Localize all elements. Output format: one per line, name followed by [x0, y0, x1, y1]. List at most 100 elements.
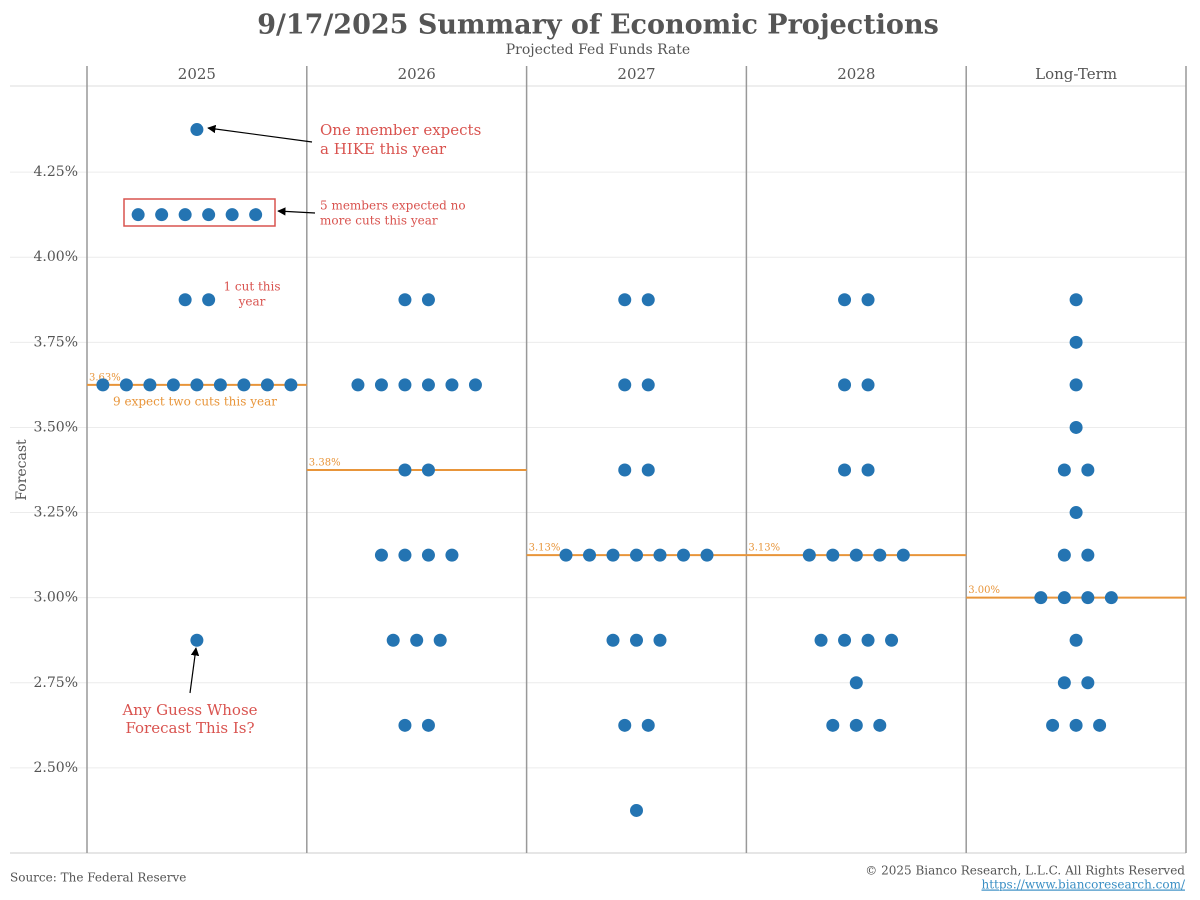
dot	[445, 378, 459, 392]
panel-header: 2027	[617, 65, 655, 83]
annotation-arrow	[189, 647, 200, 694]
dot	[386, 633, 400, 647]
annotation-arrow	[277, 207, 316, 216]
dot	[143, 378, 157, 392]
median-label: 3.38%	[309, 458, 341, 469]
dot	[190, 123, 204, 137]
dot	[421, 718, 435, 732]
dot	[885, 633, 899, 647]
dot	[1057, 463, 1071, 477]
dot	[155, 208, 169, 222]
annotation: 9 expect two cuts this year	[113, 395, 277, 409]
dot	[814, 633, 828, 647]
dot	[802, 548, 816, 562]
dot	[178, 208, 192, 222]
dot	[225, 208, 239, 222]
y-tick-label: 3.50%	[34, 419, 78, 435]
y-tick-label: 4.00%	[34, 249, 78, 265]
annotation: One member expects	[320, 121, 481, 139]
dot	[1093, 718, 1107, 732]
annotation: a HIKE this year	[320, 140, 447, 158]
dot	[653, 548, 667, 562]
dot	[861, 378, 875, 392]
dot	[178, 293, 192, 307]
dot	[606, 633, 620, 647]
dot	[468, 378, 482, 392]
copyright: © 2025 Bianco Research, L.L.C. All Right…	[865, 864, 1185, 878]
annotation: 5 members expected no	[320, 199, 466, 213]
dot	[213, 378, 227, 392]
dot	[873, 718, 887, 732]
dot	[630, 548, 643, 562]
median-label: 3.63%	[89, 372, 121, 383]
median-label: 3.00%	[968, 585, 1000, 596]
dot	[1069, 506, 1083, 520]
dot	[1034, 591, 1048, 605]
dot	[838, 378, 852, 392]
dot	[398, 463, 412, 477]
y-tick-label: 3.75%	[34, 334, 78, 350]
dot	[849, 548, 863, 562]
annotation: Forecast This Is?	[125, 719, 254, 737]
dot	[445, 548, 459, 562]
dot	[630, 633, 643, 647]
y-axis-label: Forecast	[14, 439, 30, 501]
dot	[131, 208, 145, 222]
y-tick-label: 3.25%	[34, 505, 78, 521]
dot	[202, 293, 216, 307]
dot	[849, 718, 863, 732]
dot	[1069, 293, 1083, 307]
dot	[849, 676, 863, 690]
dot	[190, 633, 204, 647]
dot	[1104, 591, 1118, 605]
dot	[410, 633, 424, 647]
dot	[1081, 676, 1095, 690]
dot	[433, 633, 447, 647]
dot	[641, 293, 655, 307]
dot	[119, 378, 133, 392]
panel-header: 2028	[837, 65, 875, 83]
dot	[1081, 463, 1095, 477]
panel-header: 2025	[178, 65, 216, 83]
dot	[374, 378, 388, 392]
dot	[421, 378, 435, 392]
dot	[1069, 633, 1083, 647]
annotation: year	[238, 295, 266, 309]
panel-header: 2026	[398, 65, 436, 83]
annotation-arrow	[207, 124, 313, 143]
dot	[618, 378, 632, 392]
dot	[618, 463, 632, 477]
source: Source: The Federal Reserve	[10, 871, 186, 885]
dot	[421, 548, 435, 562]
dot	[826, 718, 840, 732]
median-label: 3.13%	[748, 543, 780, 554]
dot	[202, 208, 216, 222]
dot	[826, 548, 840, 562]
dot	[861, 293, 875, 307]
panel-header: Long-Term	[1035, 65, 1117, 83]
annotation: more cuts this year	[320, 214, 438, 228]
dot	[606, 548, 620, 562]
dot	[641, 378, 655, 392]
dot	[1081, 548, 1095, 562]
dot	[398, 378, 412, 392]
dot	[838, 463, 852, 477]
dot	[618, 293, 632, 307]
dot	[284, 378, 298, 392]
dot	[1057, 591, 1071, 605]
annotation: 1 cut this	[223, 280, 280, 294]
dot	[1069, 718, 1083, 732]
dot	[838, 633, 852, 647]
dot	[861, 463, 875, 477]
dot	[1069, 335, 1083, 349]
dot	[873, 548, 887, 562]
dot	[166, 378, 180, 392]
annotation: Any Guess Whose	[121, 701, 257, 719]
dot	[1069, 420, 1083, 434]
dot	[861, 633, 875, 647]
url[interactable]: https://www.biancoresearch.com/	[981, 878, 1185, 892]
dot	[1046, 718, 1060, 732]
dot	[630, 803, 643, 817]
dot	[700, 548, 714, 562]
dot	[237, 378, 251, 392]
